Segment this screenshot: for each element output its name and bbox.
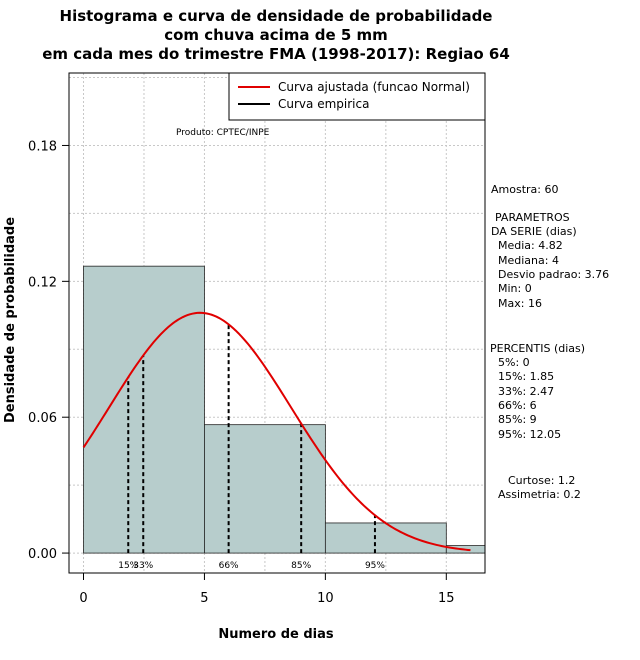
x-tick-label: 10 <box>317 591 334 606</box>
stat-min: Min: 0 <box>498 282 532 295</box>
fitted-normal-curve <box>82 311 471 552</box>
stat-p15: 15%: 1.85 <box>498 370 554 383</box>
stat-percentiles-title: PERCENTIS (dias) <box>490 342 585 355</box>
axis-ticks: 0 5 10 15 0.00 0.06 0.12 0.18 <box>28 139 455 606</box>
stat-std-dev: Desvio padrao: 3.76 <box>498 268 609 281</box>
percentile-label-15: 15% <box>118 561 138 571</box>
x-tick-label: 5 <box>200 591 208 606</box>
histogram-bar-1 <box>204 424 326 554</box>
stat-p5: 5%: 0 <box>498 356 530 369</box>
stat-p33: 33%: 2.47 <box>498 385 554 398</box>
stat-p85: 85%: 9 <box>498 413 537 426</box>
y-tick-label: 0.06 <box>28 411 57 426</box>
y-tick-label: 0.18 <box>28 139 57 154</box>
stat-kurtosis: Curtose: 1.2 <box>508 474 575 487</box>
stat-params-title-1: PARAMETROS <box>495 211 570 224</box>
chart-title-line-1: Histograma e curva de densidade de proba… <box>60 7 493 25</box>
product-annotation: Produto: CPTEC/INPE <box>176 128 270 138</box>
x-tick-label: 0 <box>79 591 87 606</box>
y-axis-title: Densidade de probabilidade <box>3 217 18 423</box>
stat-max: Max: 16 <box>498 297 542 310</box>
y-tick-label: 0.00 <box>28 547 57 562</box>
stat-mean: Media: 4.82 <box>498 239 563 252</box>
percentile-label-66: 66% <box>219 561 239 571</box>
stat-median: Mediana: 4 <box>498 254 559 267</box>
x-tick-label: 15 <box>438 591 455 606</box>
x-axis-title: Numero de dias <box>218 627 334 642</box>
y-tick-label: 0.12 <box>28 275 57 290</box>
percentile-label-95: 95% <box>365 561 385 571</box>
chart-title-line-2: com chuva acima de 5 mm <box>164 26 388 44</box>
legend-box <box>228 72 486 121</box>
statistics-panel: Amostra: 60 PARAMETROS DA SERIE (dias) M… <box>490 183 609 501</box>
stat-params-title-2: DA SERIE (dias) <box>491 225 577 238</box>
stat-skewness: Assimetria: 0.2 <box>498 488 581 501</box>
histogram-bars <box>83 265 486 554</box>
legend-empirical-curve-label: Curva empirica <box>278 97 369 111</box>
percentile-label-33: 33% <box>133 561 153 571</box>
chart-title-line-3: em cada mes do trimestre FMA (1998-2017)… <box>42 45 510 63</box>
stat-p95: 95%: 12.05 <box>498 428 561 441</box>
percentile-label-85: 85% <box>291 561 311 571</box>
stat-p66: 66%: 6 <box>498 399 537 412</box>
legend-fitted-curve-label: Curva ajustada (funcao Normal) <box>278 80 470 94</box>
percentile-lines: 15%33% 66% 85% 95% <box>118 324 385 571</box>
legend: Curva ajustada (funcao Normal) Curva emp… <box>228 72 486 121</box>
histogram-bar-2 <box>324 522 447 554</box>
fitted-curve-layer <box>82 311 471 552</box>
stat-sample-size: Amostra: 60 <box>491 183 558 196</box>
